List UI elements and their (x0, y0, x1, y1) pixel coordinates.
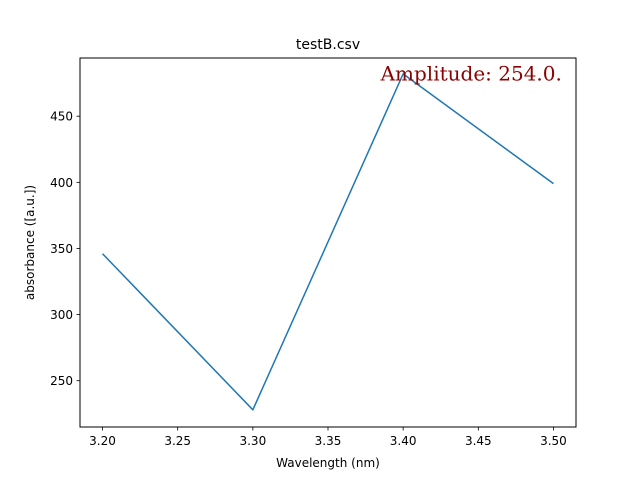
x-tick-label: 3.40 (390, 434, 417, 448)
x-tick-label: 3.50 (540, 434, 567, 448)
x-tick-label: 3.45 (465, 434, 492, 448)
tick-layer: 3.20 3.25 3.30 3.35 3.40 3.45 3.50 250 300 350 400… (50, 110, 567, 448)
chart-title: testB.csv (296, 37, 360, 53)
y-tick-label: 400 (50, 176, 73, 190)
x-tick-label: 3.25 (164, 434, 191, 448)
data-layer (102, 73, 554, 411)
y-axis-label: absorbance ([a.u.]) (23, 185, 37, 300)
x-tick-label: 3.20 (89, 434, 116, 448)
x-tick-label: 3.35 (315, 434, 342, 448)
x-tick-label: 3.30 (239, 434, 266, 448)
amplitude-annotation: Amplitude: 254.0. (380, 61, 562, 85)
axes-frame (79, 57, 577, 428)
y-tick-label: 250 (50, 374, 73, 388)
x-axis-label: Wavelength (nm) (276, 456, 380, 470)
series-line-0 (102, 73, 554, 411)
y-tick-label: 350 (50, 242, 73, 256)
y-tick-label: 300 (50, 308, 73, 322)
y-tick-label: 450 (50, 110, 73, 124)
